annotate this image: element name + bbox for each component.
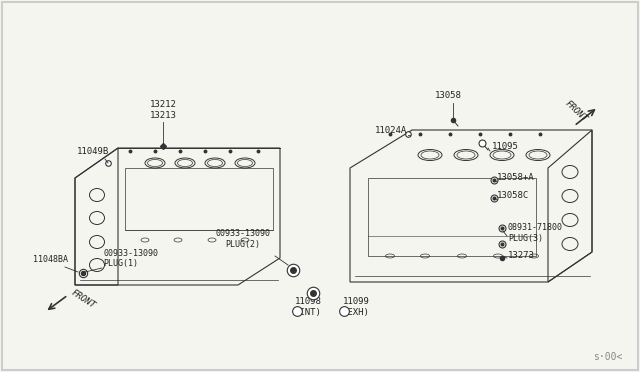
Text: 00933-13090: 00933-13090 <box>103 249 158 258</box>
Text: PLUG(3): PLUG(3) <box>508 234 543 243</box>
Text: FRONT: FRONT <box>70 288 97 310</box>
Text: (EXH): (EXH) <box>342 308 369 317</box>
Text: 13213: 13213 <box>150 111 177 120</box>
Text: PLUG(2): PLUG(2) <box>225 240 260 249</box>
Bar <box>125 168 273 230</box>
Text: 11099: 11099 <box>342 297 369 306</box>
Text: 11095: 11095 <box>492 142 519 151</box>
Text: 13058+A: 13058+A <box>497 173 534 182</box>
Text: 11049B: 11049B <box>77 147 109 156</box>
Bar <box>368 178 536 256</box>
Text: 08931-71800: 08931-71800 <box>508 223 563 232</box>
Text: 11024A: 11024A <box>375 126 407 135</box>
Text: s·00<: s·00< <box>593 352 622 362</box>
Text: 11048BA: 11048BA <box>33 255 67 264</box>
Text: 13058C: 13058C <box>497 191 529 200</box>
Text: 13212: 13212 <box>150 100 177 109</box>
Text: 13273: 13273 <box>508 251 535 260</box>
Text: 00933-13090: 00933-13090 <box>216 229 271 238</box>
Text: 11098: 11098 <box>294 297 321 306</box>
Text: FRONT: FRONT <box>563 99 589 124</box>
Text: 13058: 13058 <box>435 91 462 100</box>
Text: PLUG(1): PLUG(1) <box>103 259 138 268</box>
Text: (INT): (INT) <box>294 308 321 317</box>
